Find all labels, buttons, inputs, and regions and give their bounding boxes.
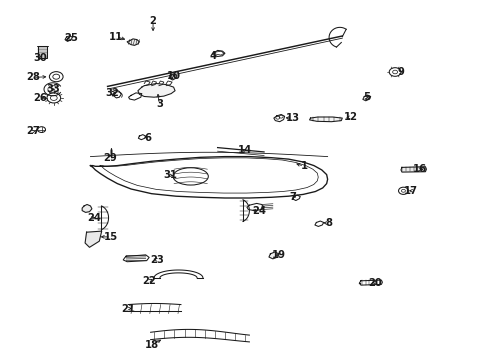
Text: 1: 1: [300, 161, 307, 171]
Text: 8: 8: [325, 218, 331, 228]
Text: 20: 20: [368, 278, 382, 288]
Text: 24: 24: [87, 213, 101, 223]
Polygon shape: [138, 84, 175, 97]
Polygon shape: [268, 252, 278, 259]
Text: 22: 22: [142, 276, 156, 286]
Polygon shape: [169, 74, 177, 80]
Text: 26: 26: [34, 93, 47, 103]
Text: 31: 31: [163, 170, 177, 180]
Text: 7: 7: [288, 192, 295, 202]
Text: 23: 23: [150, 255, 164, 265]
Text: 17: 17: [403, 186, 417, 196]
Text: 9: 9: [397, 67, 404, 77]
Text: 28: 28: [26, 72, 40, 82]
Text: 5: 5: [363, 92, 369, 102]
Text: 11: 11: [109, 32, 123, 42]
Text: 13: 13: [285, 113, 299, 123]
Text: 15: 15: [104, 232, 118, 242]
Text: 14: 14: [237, 145, 251, 156]
Text: 12: 12: [344, 112, 357, 122]
Text: 16: 16: [412, 164, 426, 174]
Text: 33: 33: [46, 84, 60, 94]
Text: 19: 19: [271, 250, 285, 260]
Polygon shape: [82, 204, 92, 212]
Text: 25: 25: [64, 33, 78, 43]
Polygon shape: [309, 117, 342, 122]
Text: 32: 32: [105, 88, 119, 98]
Polygon shape: [400, 167, 426, 172]
Text: 4: 4: [209, 51, 216, 61]
Polygon shape: [85, 231, 102, 247]
Text: 24: 24: [252, 206, 265, 216]
Text: 2: 2: [149, 16, 156, 26]
Text: 6: 6: [144, 133, 151, 143]
Polygon shape: [127, 39, 139, 45]
Text: 30: 30: [34, 53, 47, 63]
Text: 27: 27: [26, 126, 40, 136]
Bar: [38, 46, 47, 58]
Text: 18: 18: [144, 340, 158, 350]
Text: 3: 3: [156, 99, 163, 109]
Text: 10: 10: [166, 71, 180, 81]
Text: 29: 29: [103, 153, 117, 163]
Text: 21: 21: [121, 303, 135, 314]
